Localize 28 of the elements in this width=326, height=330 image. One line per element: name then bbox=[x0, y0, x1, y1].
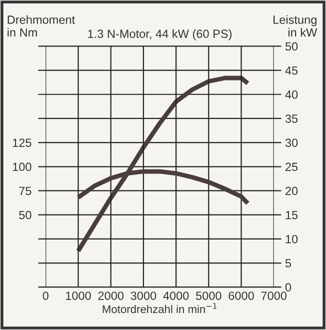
y2-tick-label: 50 bbox=[285, 42, 298, 51]
y2-tick-label: 15 bbox=[286, 210, 298, 220]
y-axis-title: Drehmoment in Nm bbox=[8, 15, 75, 37]
x-tick-label: 3000 bbox=[130, 292, 156, 300]
x-tick-label: 4000 bbox=[163, 292, 189, 300]
x-axis-title: Motordrehzahl in min$^{−1}$ bbox=[102, 303, 217, 314]
x-tick-label: 6000 bbox=[228, 292, 254, 300]
y2-tick-label: 40 bbox=[285, 90, 298, 99]
line-series bbox=[76, 76, 250, 254]
y2-tick-label: 5 bbox=[285, 259, 292, 268]
y2-tick-label: 0 bbox=[285, 283, 292, 292]
y-tick-label: 125 bbox=[12, 138, 32, 147]
x-tick-label: 1000 bbox=[66, 292, 91, 300]
chart-title: 1.3 N-Motor, 44 kW (60 PS) bbox=[88, 29, 232, 40]
x-tick-label: 2000 bbox=[98, 292, 124, 300]
y2-tick-label: 30 bbox=[285, 138, 298, 147]
y-tick-label: 100 bbox=[12, 162, 32, 172]
y-tick-label: 50 bbox=[19, 210, 32, 220]
y2-tick-label: 10 bbox=[286, 234, 298, 244]
y2-tick-label: 45 bbox=[285, 66, 298, 75]
x-tick-label: 0 bbox=[42, 292, 48, 300]
y-tick-label: 75 bbox=[19, 186, 32, 196]
x-tick-label: 7000 bbox=[261, 292, 287, 300]
x-tick-label: 5000 bbox=[196, 292, 222, 300]
y2-tick-label: 25 bbox=[286, 162, 298, 172]
y2-axis-title: Leistung in kW bbox=[274, 15, 318, 37]
y2-tick-label: 20 bbox=[286, 186, 298, 196]
y2-tick-label: 35 bbox=[285, 114, 298, 123]
